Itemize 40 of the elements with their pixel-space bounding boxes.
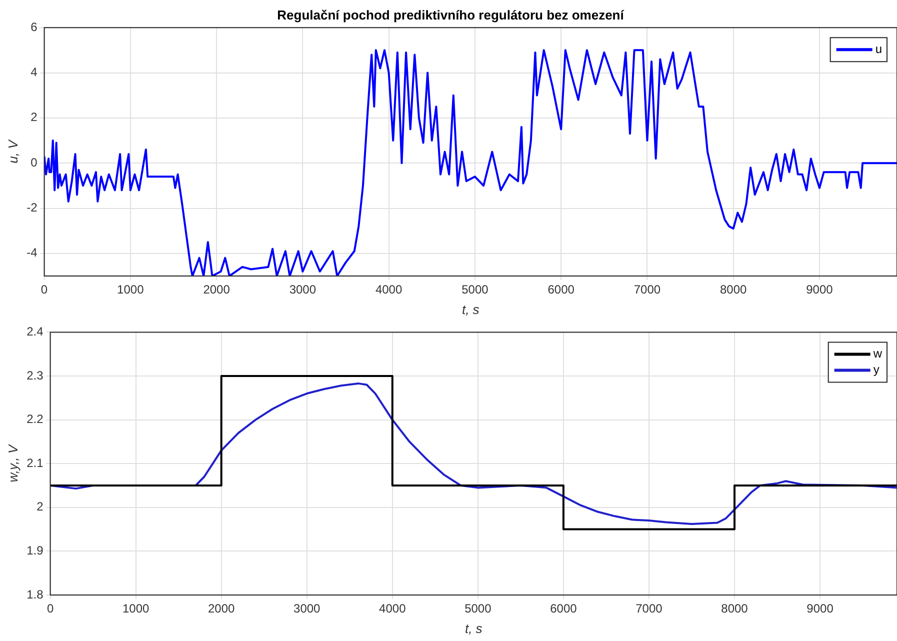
y-tick-label: 1.8 [26,587,44,602]
x-tick-label: 6000 [548,282,575,297]
y-tick-label: -4 [26,246,38,260]
x-tick-label: 6000 [550,602,578,616]
legend-label: u [875,42,882,56]
x-tick-label: 3000 [289,282,316,297]
y-tick-label: 2 [36,500,44,514]
x-tick-label: 2000 [208,602,236,616]
chart-title: Regulační pochod prediktivního regulátoru bez omezení [277,7,624,22]
x-tick-label: 1000 [117,282,144,297]
y-tick-label: 4 [30,65,38,80]
y-tick-label: 2.1 [26,456,44,470]
x-tick-label: 2000 [203,282,230,297]
x-tick-label: 4000 [379,602,406,616]
x-tick-label: 7000 [634,282,661,297]
y-tick-label: 2.3 [26,368,44,382]
x-tick-label: 1000 [122,602,150,616]
y-tick-label: 2 [30,110,38,124]
x-tick-label: 8000 [721,602,748,616]
legend-label: y [873,362,880,377]
x-tick-label: 0 [46,602,54,616]
x-tick-label: 7000 [636,602,663,616]
y-axis-title: u, V [5,138,20,164]
x-tick-label: 4000 [375,282,402,297]
x-tick-label: 9000 [806,282,834,297]
y-tick-label: 1.9 [26,544,44,558]
y-tick-label: 2.4 [26,324,44,339]
y-tick-label: 2.2 [26,412,44,426]
y-tick-label: 6 [30,20,38,34]
x-tick-label: 9000 [806,602,834,616]
x-axis-title: t, s [464,620,483,636]
x-tick-label: 3000 [294,602,321,616]
x-tick-label: 8000 [720,282,748,297]
x-tick-label: 5000 [462,282,489,297]
y-tick-label: -2 [26,200,38,215]
legend-label: w [872,346,882,361]
x-axis-title: t, s [462,302,480,317]
y-axis-title: w,y,, V [5,444,20,482]
y-tick-label: 0 [30,155,38,170]
x-tick-label: 5000 [464,602,492,616]
